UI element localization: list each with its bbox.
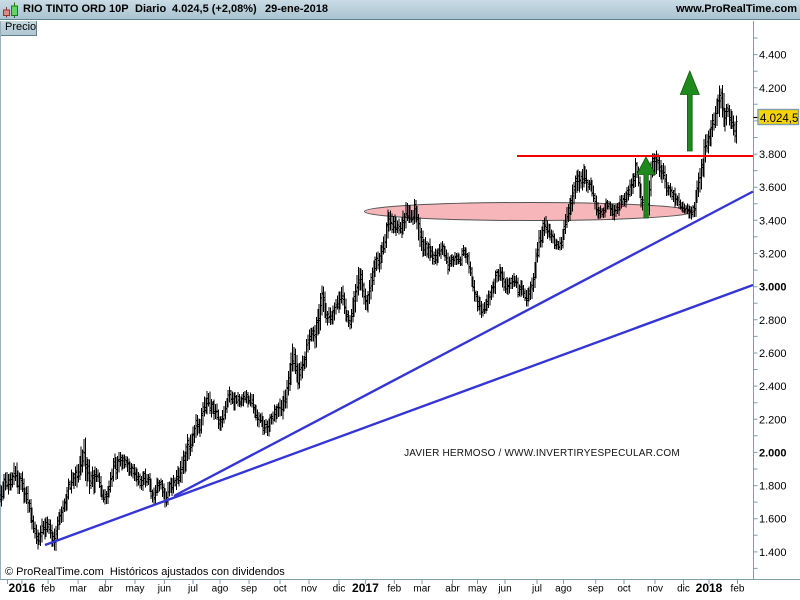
svg-text:1.800: 1.800 (759, 481, 787, 493)
svg-text:jun: jun (157, 584, 171, 595)
svg-text:oct: oct (617, 584, 631, 595)
svg-text:ago: ago (212, 584, 229, 595)
svg-text:dic: dic (333, 584, 346, 595)
svg-text:may: may (126, 584, 145, 595)
svg-text:2018: 2018 (696, 581, 723, 595)
svg-text:2017: 2017 (352, 581, 379, 595)
svg-text:1.600: 1.600 (759, 514, 787, 526)
svg-text:2.000: 2.000 (759, 447, 787, 459)
svg-text:mar: mar (413, 584, 431, 595)
svg-text:ago: ago (555, 584, 572, 595)
svg-text:jul: jul (531, 584, 542, 595)
svg-text:3.200: 3.200 (759, 249, 787, 261)
svg-text:feb: feb (41, 584, 55, 595)
svg-text:oct: oct (273, 584, 287, 595)
svg-text:JAVIER HERMOSO / WWW.INVERTIRY: JAVIER HERMOSO / WWW.INVERTIRYESPECULAR.… (404, 448, 680, 459)
svg-text:jun: jun (497, 584, 511, 595)
svg-text:2016: 2016 (9, 581, 36, 595)
svg-text:feb: feb (387, 584, 401, 595)
svg-text:2.800: 2.800 (759, 315, 787, 327)
svg-text:4.200: 4.200 (759, 83, 787, 95)
svg-text:1.400: 1.400 (759, 547, 787, 559)
svg-text:may: may (468, 584, 487, 595)
svg-text:2.600: 2.600 (759, 348, 787, 360)
svg-text:© ProRealTime.com Históricos: © ProRealTime.com Históricos ajustados c… (5, 566, 285, 578)
svg-text:nov: nov (301, 584, 317, 595)
svg-text:3.800: 3.800 (759, 149, 787, 161)
svg-text:abr: abr (98, 584, 113, 595)
svg-text:3.400: 3.400 (759, 215, 787, 227)
svg-text:abr: abr (445, 584, 460, 595)
svg-text:jul: jul (187, 584, 198, 595)
svg-text:feb: feb (731, 584, 745, 595)
svg-text:3.000: 3.000 (759, 282, 787, 294)
svg-text:2.400: 2.400 (759, 381, 787, 393)
svg-text:3.600: 3.600 (759, 182, 787, 194)
svg-text:4.024,5: 4.024,5 (760, 113, 798, 125)
svg-text:mar: mar (69, 584, 87, 595)
svg-text:sep: sep (241, 584, 258, 595)
svg-text:2.200: 2.200 (759, 414, 787, 426)
svg-text:nov: nov (647, 584, 663, 595)
svg-text:dic: dic (677, 584, 690, 595)
svg-text:sep: sep (588, 584, 605, 595)
svg-text:4.400: 4.400 (759, 50, 787, 62)
